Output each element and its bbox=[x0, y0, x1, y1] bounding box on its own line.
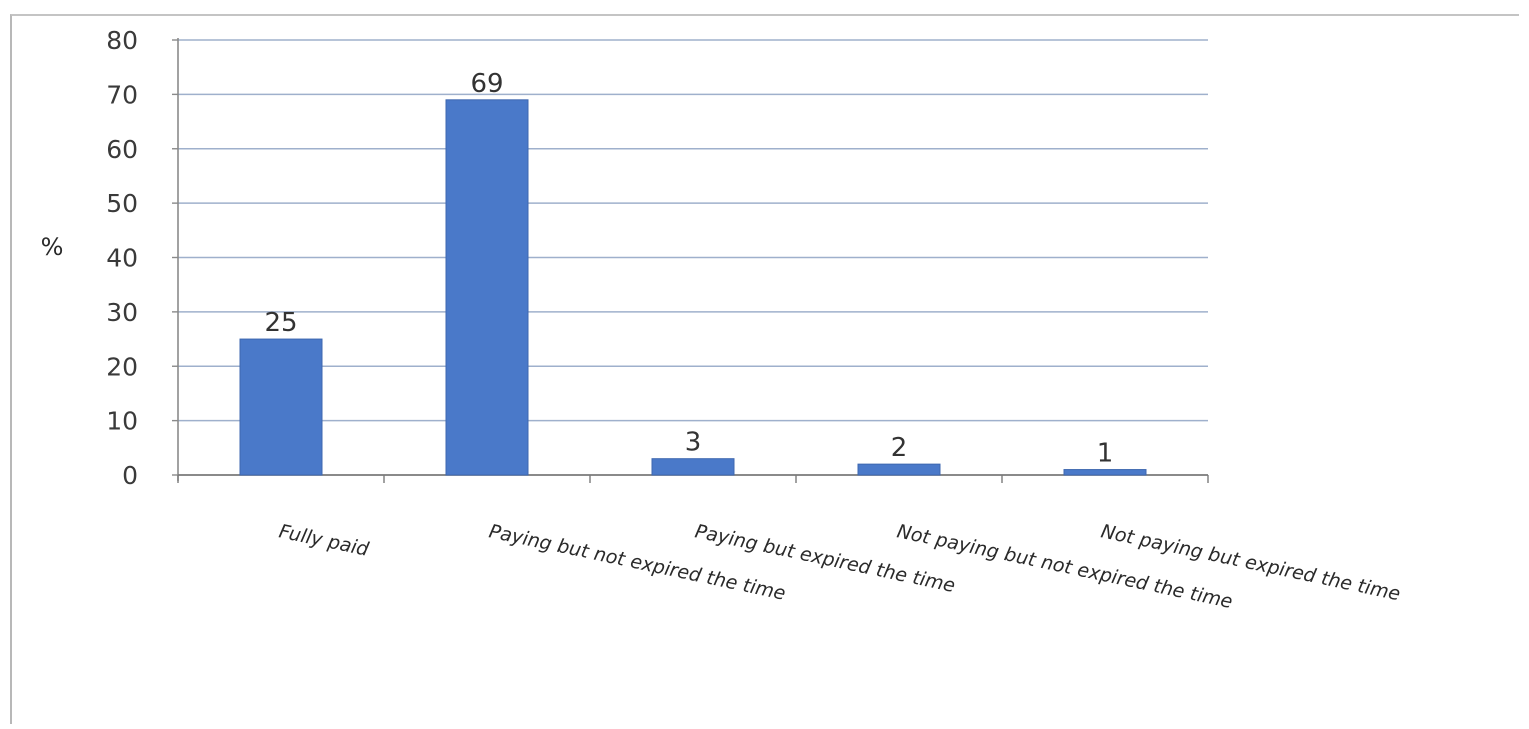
x-category-label-0: Fully paid bbox=[277, 520, 372, 561]
data-label-0: 25 bbox=[264, 308, 297, 338]
y-tick-label-30: 30 bbox=[106, 298, 138, 327]
bar-4 bbox=[1063, 469, 1147, 476]
y-tick-label-80: 80 bbox=[106, 26, 138, 55]
data-label-4: 1 bbox=[1097, 439, 1114, 469]
bar-0 bbox=[239, 338, 323, 476]
x-category-label-3: Not paying but not expired the time bbox=[895, 520, 1235, 613]
bar-2 bbox=[651, 458, 735, 476]
y-axis-title: % bbox=[41, 233, 64, 261]
chart-frame bbox=[10, 14, 1519, 724]
y-tick-label-20: 20 bbox=[106, 352, 138, 381]
y-tick-label-60: 60 bbox=[106, 135, 138, 164]
y-tick-label-40: 40 bbox=[106, 244, 138, 273]
data-label-3: 2 bbox=[891, 433, 908, 463]
y-tick-label-10: 10 bbox=[106, 407, 138, 436]
data-label-2: 3 bbox=[685, 428, 702, 458]
y-tick-label-0: 0 bbox=[122, 461, 138, 490]
data-label-1: 69 bbox=[470, 69, 503, 99]
bar-3 bbox=[857, 463, 941, 476]
y-tick-label-50: 50 bbox=[106, 189, 138, 218]
bar-1 bbox=[445, 99, 529, 476]
y-tick-label-70: 70 bbox=[106, 80, 138, 109]
